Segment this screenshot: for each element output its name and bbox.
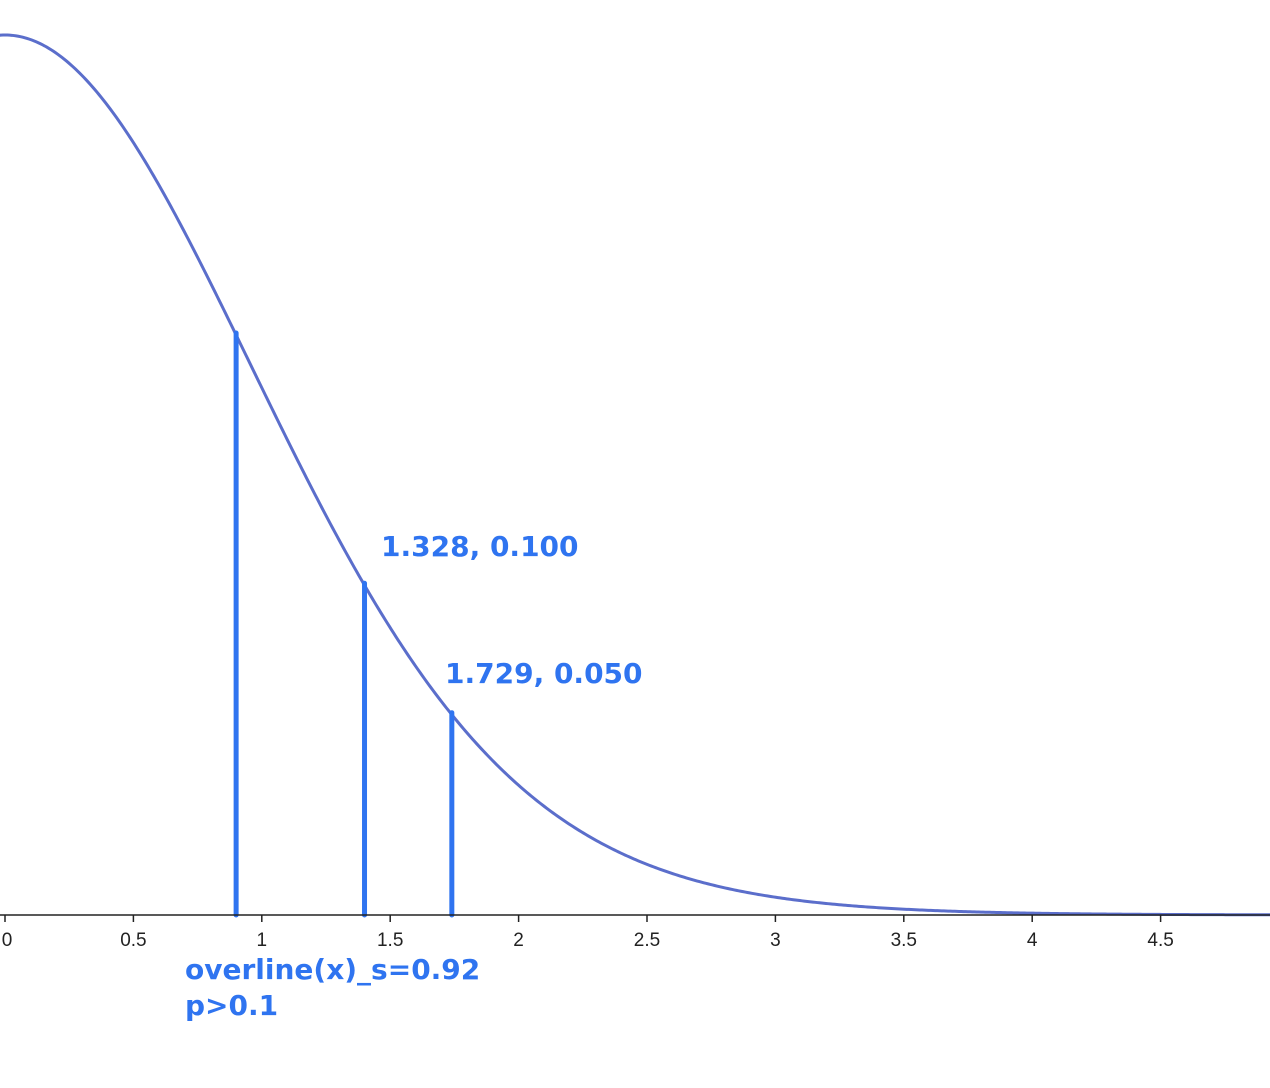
x-tick-label-7: 3.5 [891, 930, 917, 951]
annotation-layer: 1.328, 0.100 1.729, 0.050 overline(x)_s=… [183, 528, 645, 1024]
statistic-label: overline(x)_s=0.92 [185, 953, 480, 986]
x-tick-label-4: 2 [513, 930, 524, 951]
x-tick-label-3: 1.5 [377, 930, 403, 951]
x-tick-label-8: 4 [1027, 930, 1038, 951]
x-tick-label-6: 3 [770, 930, 781, 951]
marker-layer [233, 330, 455, 918]
annotation-critical-10: 1.328, 0.100 [381, 530, 579, 563]
x-tick-label-0: 0 [2, 930, 13, 951]
x-tick-label-5: 2.5 [634, 930, 660, 951]
p-value-label: p>0.1 [185, 989, 278, 1022]
x-tick-label-1: 0.5 [120, 930, 146, 951]
curve-layer [0, 33, 1270, 917]
annotation-critical-05: 1.729, 0.050 [445, 657, 643, 690]
density-curve [0, 33, 1270, 917]
x-axis: 0 0.5 1 1.5 2 2.5 3 3.5 4 4.5 [0, 914, 1270, 951]
x-tick-label-2: 1 [257, 930, 268, 951]
x-tick-label-9: 4.5 [1147, 930, 1173, 951]
